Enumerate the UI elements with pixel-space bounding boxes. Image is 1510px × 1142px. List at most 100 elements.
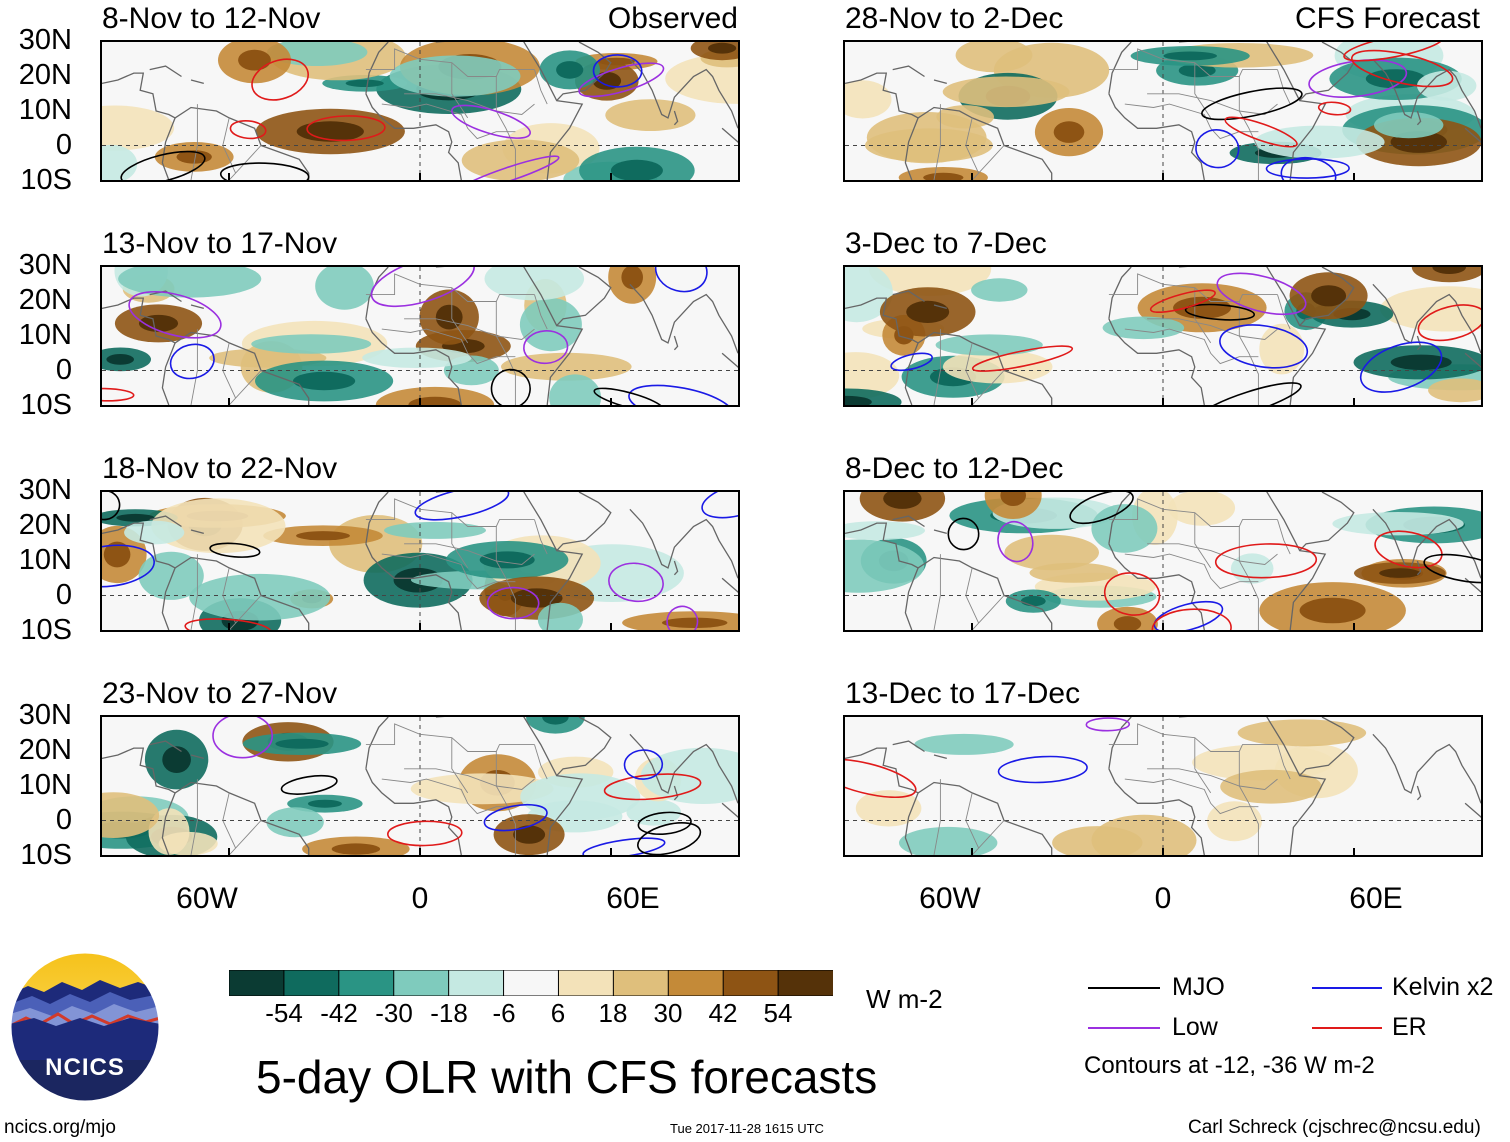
contour-er	[1374, 530, 1443, 569]
coastline	[673, 560, 679, 576]
coastline	[435, 492, 584, 630]
country-border	[1194, 62, 1212, 119]
olr-anomaly-core-dry	[435, 304, 463, 330]
legend-note: Contours at -12, -36 W m-2	[1084, 1052, 1375, 1079]
coastline	[845, 72, 919, 180]
country-border	[965, 567, 980, 624]
country-border	[971, 370, 1005, 405]
coastline	[629, 58, 738, 129]
olr-anomaly-wet	[1332, 512, 1464, 536]
country-border	[1124, 778, 1259, 815]
coastline	[845, 747, 919, 855]
olr-anomaly-wet	[1417, 70, 1477, 101]
footer-url[interactable]: ncics.org/mjo	[4, 1117, 116, 1138]
coastline	[190, 754, 204, 760]
x-tick-mark	[419, 398, 421, 405]
contour-er	[971, 345, 1074, 372]
country-border	[404, 93, 535, 115]
y-tick-label: 30N	[18, 249, 72, 281]
olr-anomaly-core-dry	[662, 617, 728, 628]
coastline	[1464, 127, 1481, 144]
coastline	[1108, 42, 1132, 94]
coastline	[365, 543, 462, 630]
olr-anomaly-core-dry	[103, 541, 131, 568]
olr-anomaly-core-wet	[479, 551, 535, 569]
olr-anomaly-core-wet	[116, 513, 155, 522]
olr-anomaly-wet	[102, 144, 138, 180]
coastline	[1178, 492, 1327, 630]
map-canvas	[102, 717, 738, 855]
country-border	[1277, 744, 1291, 780]
y-tick-label: 30N	[18, 474, 72, 506]
olr-anomaly-dry	[1259, 323, 1305, 375]
contour-low	[128, 290, 222, 339]
country-border	[1194, 512, 1212, 569]
contour-mjo	[1184, 303, 1256, 321]
contour-kelvin	[483, 803, 548, 832]
olr-anomaly-dry	[1192, 744, 1334, 781]
legend-label-kelvin: Kelvin x2	[1392, 973, 1494, 1001]
x-tick-label: 0	[411, 882, 429, 915]
country-border	[971, 595, 1005, 630]
olr-anomaly-wet	[935, 334, 1043, 356]
country-border	[1124, 328, 1259, 365]
coastline	[1299, 267, 1355, 327]
olr-anomaly-core-wet	[1178, 63, 1216, 78]
coastline	[1108, 93, 1205, 180]
olr-anomaly-dry	[1207, 801, 1262, 842]
olr-map	[100, 715, 740, 857]
coastline	[556, 492, 612, 552]
olr-anomaly-core-dry	[331, 843, 381, 855]
olr-anomaly-core-dry	[923, 172, 964, 180]
country-border	[933, 779, 941, 855]
y-tick-label: 0	[55, 354, 72, 386]
x-tick-mark	[609, 173, 612, 180]
coastline	[174, 331, 310, 405]
contour-mjo	[1069, 492, 1134, 525]
x-tick-mark	[971, 398, 974, 405]
contour-low	[666, 605, 699, 630]
olr-anomaly-wet	[626, 798, 682, 826]
y-tick-label: 20N	[18, 734, 72, 766]
contour-er	[1103, 572, 1161, 616]
olr-anomaly-dry	[1428, 378, 1481, 403]
country-border	[451, 287, 469, 344]
country-border	[534, 744, 548, 780]
coastline	[435, 42, 584, 180]
contour-kelvin	[1265, 158, 1350, 179]
contour-mjo	[219, 162, 310, 180]
coastline	[365, 717, 389, 769]
contour-kelvin	[102, 544, 155, 588]
country-border	[228, 595, 262, 630]
contour-kelvin	[654, 267, 708, 293]
contour-er	[1417, 304, 1481, 342]
coastline	[365, 768, 462, 855]
contour-kelvin	[414, 492, 510, 521]
colorbar-label: 18	[598, 998, 628, 1028]
olr-anomaly-dry	[942, 76, 1070, 108]
coastline	[149, 290, 182, 303]
country-border	[222, 342, 237, 399]
country-border	[1124, 553, 1259, 590]
coastline	[629, 508, 738, 579]
contour-kelvin	[1219, 324, 1309, 369]
olr-anomaly-wet	[266, 807, 324, 838]
contour-low	[523, 330, 569, 365]
olr-anomaly-dry	[1029, 562, 1119, 583]
logo-graphic	[10, 952, 160, 1102]
country-border	[1238, 301, 1259, 405]
olr-anomaly-dry	[845, 352, 900, 399]
olr-anomaly-dry	[869, 267, 992, 296]
contour-low	[212, 717, 273, 759]
contour-er	[251, 58, 309, 101]
map-canvas	[102, 492, 738, 630]
map-canvas	[102, 267, 738, 405]
olr-anomaly-core-dry	[1432, 267, 1466, 274]
olr-anomaly-core-wet	[1390, 354, 1452, 370]
legend-label-low: Low	[1172, 1013, 1218, 1041]
contour-kelvin	[997, 755, 1088, 784]
y-tick-label: 10N	[18, 94, 72, 126]
country-border	[495, 76, 516, 180]
olr-anomaly-core-dry	[1173, 296, 1232, 319]
country-border	[495, 301, 516, 405]
